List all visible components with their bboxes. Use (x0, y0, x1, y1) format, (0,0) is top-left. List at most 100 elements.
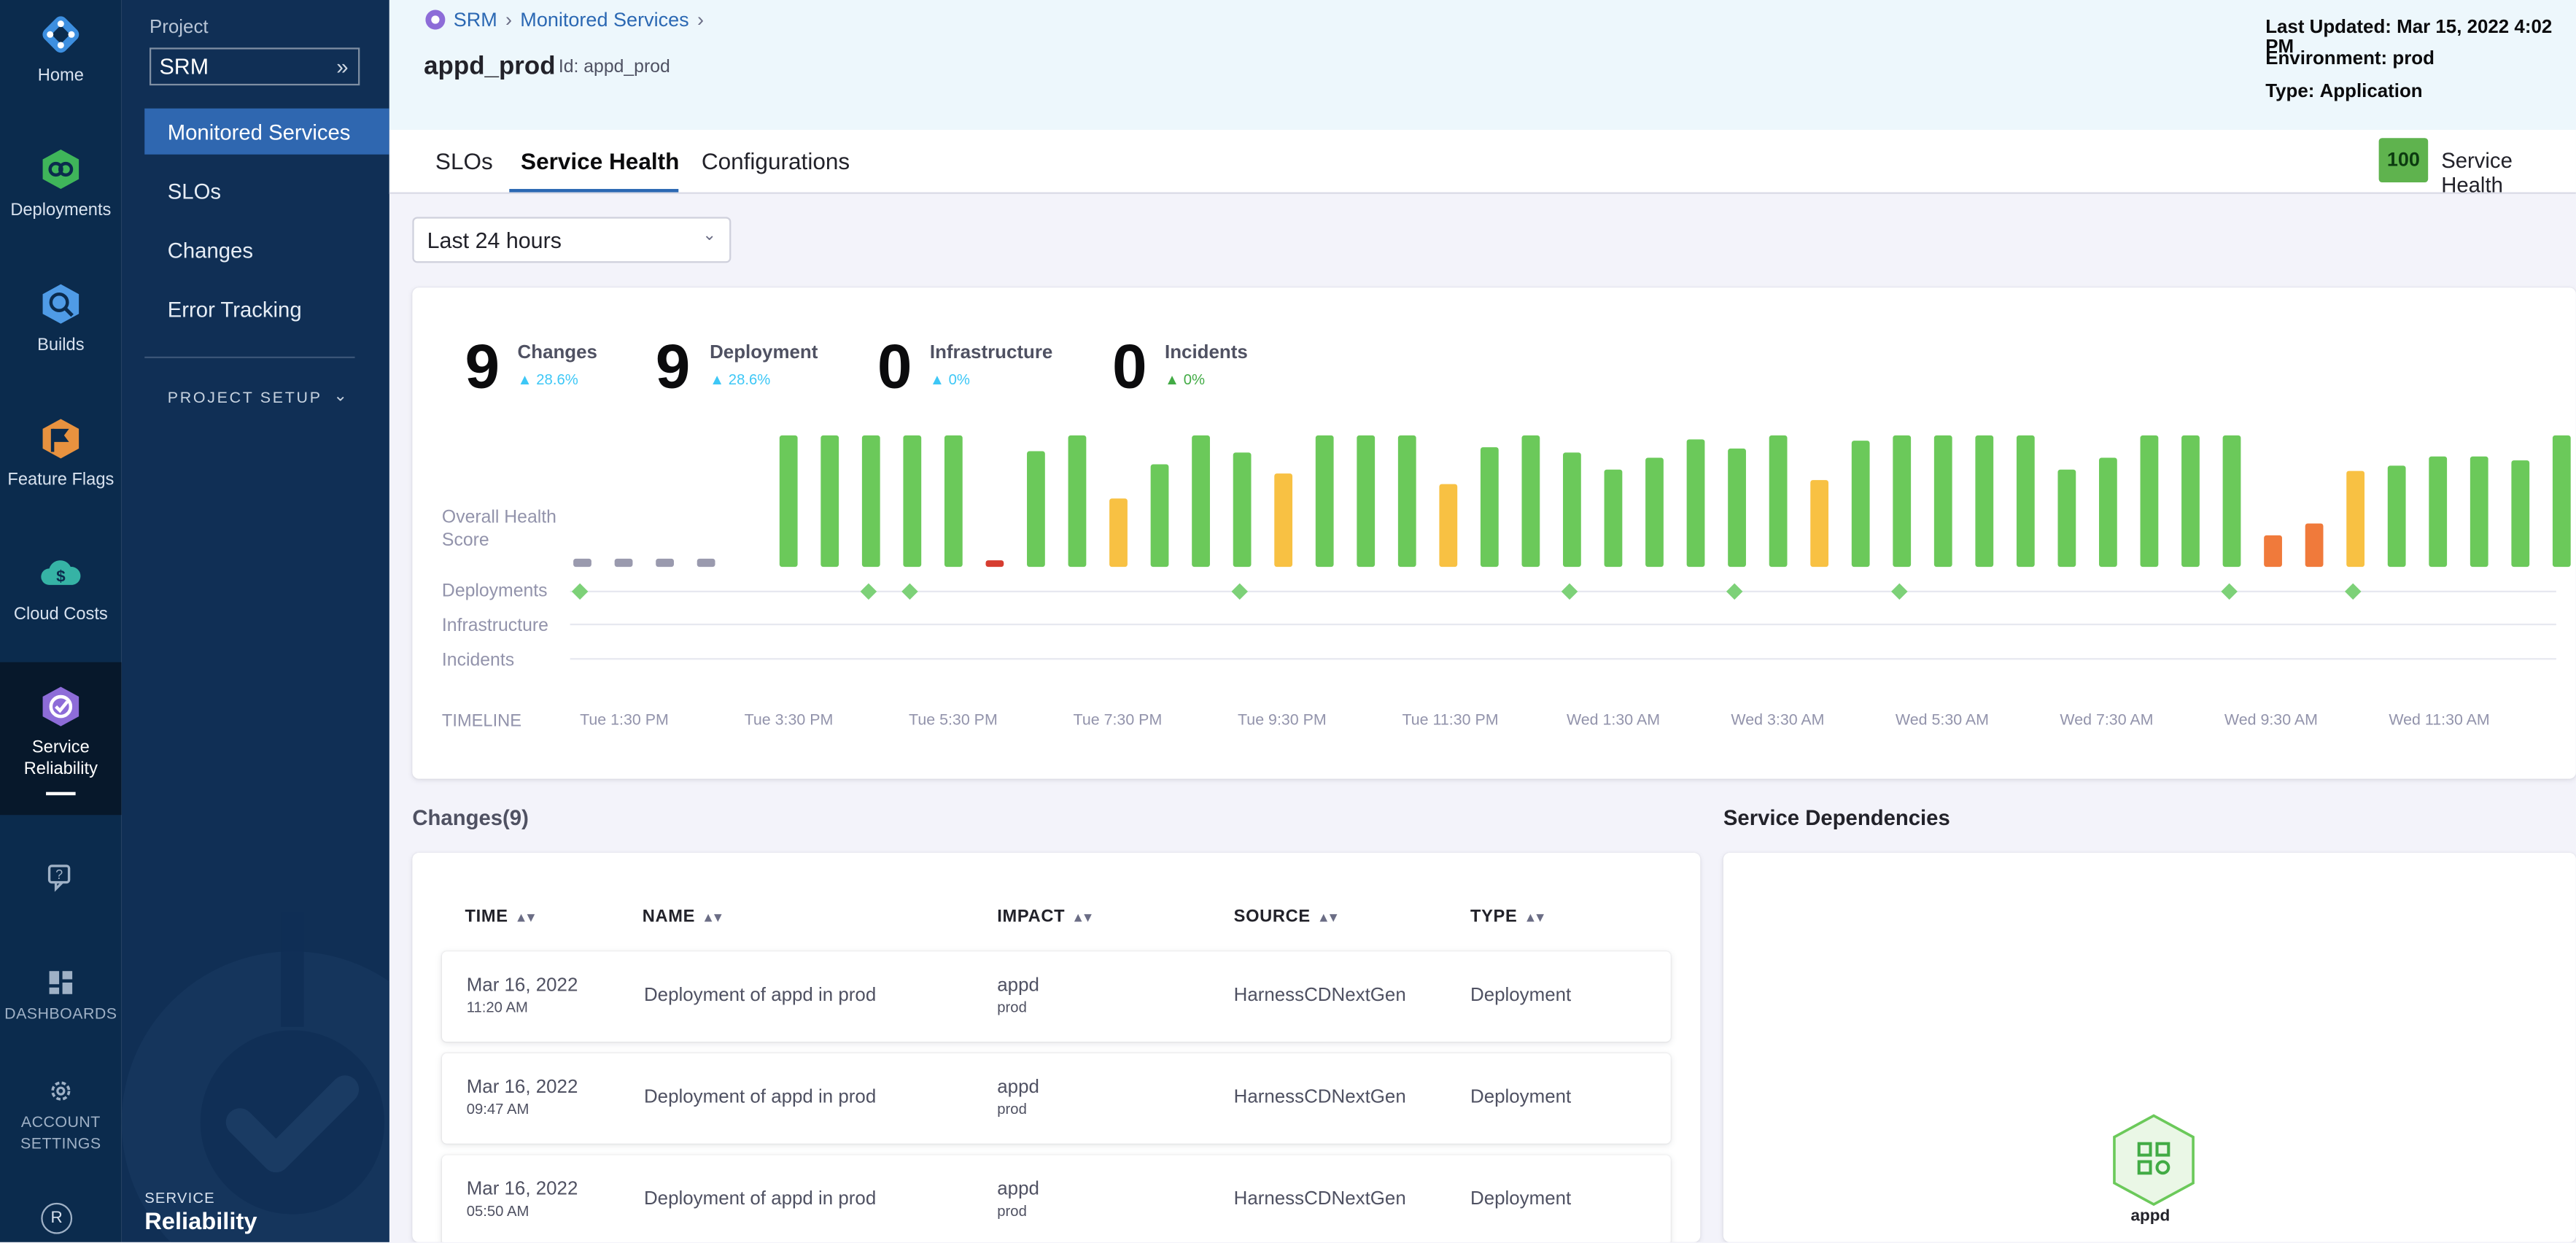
sidebar-item-monitored-services[interactable]: Monitored Services (144, 108, 389, 155)
health-score-bar[interactable] (2016, 435, 2035, 568)
nav-cloud-costs[interactable]: $ Cloud Costs (0, 551, 122, 633)
chevron-down-icon[interactable]: ⌄ (333, 387, 348, 406)
column-header-impact[interactable]: IMPACT ▲▼ (997, 907, 1094, 926)
avatar[interactable]: R (41, 1202, 73, 1234)
deployment-marker[interactable] (901, 583, 918, 600)
column-header-type[interactable]: TYPE ▲▼ (1470, 907, 1547, 926)
health-score-bar[interactable] (2305, 523, 2324, 568)
tab-service-health[interactable]: Service Health (521, 147, 680, 174)
column-header-source[interactable]: SOURCE ▲▼ (1233, 907, 1340, 927)
health-score-bar[interactable] (656, 558, 674, 568)
deployment-marker[interactable] (1726, 583, 1743, 600)
health-score-bar[interactable] (1274, 473, 1293, 568)
health-score-bar[interactable] (2222, 435, 2241, 568)
nav-builds[interactable]: Builds (0, 281, 122, 363)
health-score-bar[interactable] (1769, 435, 1788, 568)
double-chevron-right-icon: » (336, 54, 349, 80)
table-row[interactable]: Mar 16, 2022 05:50 AM Deployment of appd… (441, 1155, 1671, 1242)
table-row[interactable]: Mar 16, 2022 09:47 AM Deployment of appd… (441, 1053, 1671, 1144)
health-score-bar[interactable] (1686, 439, 1705, 568)
sidebar-item-label: Monitored Services (167, 120, 351, 145)
health-score-bar[interactable] (2387, 465, 2406, 568)
health-score-bar[interactable] (2140, 435, 2159, 568)
nav-dashboards[interactable]: DASHBOARDS (0, 969, 122, 1026)
health-score-bar[interactable] (1109, 498, 1128, 568)
project-setup-toggle[interactable]: PROJECT SETUP (167, 389, 322, 408)
sidebar-item-changes[interactable]: Changes (144, 227, 389, 273)
health-score-bar[interactable] (697, 558, 715, 568)
health-score-bar[interactable] (573, 558, 591, 568)
health-score-bar[interactable] (944, 435, 963, 568)
deployment-marker[interactable] (1561, 583, 1578, 600)
column-header-time[interactable]: TIME ▲▼ (465, 907, 537, 926)
health-score-bar[interactable] (2511, 460, 2530, 568)
health-score-bar[interactable] (779, 435, 798, 568)
tab-configurations[interactable]: Configurations (701, 147, 850, 174)
health-score-bar[interactable] (2346, 471, 2365, 568)
health-score-bar[interactable] (2099, 457, 2117, 568)
health-score-bar[interactable] (1192, 435, 1210, 568)
column-header-name[interactable]: NAME ▲▼ (643, 907, 724, 926)
page-title: appd_prod (424, 53, 556, 81)
health-score-bar[interactable] (2264, 535, 2282, 568)
table-row[interactable]: Mar 16, 2022 11:20 AM Deployment of appd… (441, 951, 1671, 1042)
health-score-bar[interactable] (1357, 435, 1376, 568)
nav-home[interactable]: Home (0, 12, 122, 94)
health-score-bar[interactable] (1975, 435, 1994, 568)
service-node[interactable] (2109, 1112, 2198, 1208)
type-value: Application (2319, 82, 2423, 102)
health-score-bar[interactable] (1521, 435, 1540, 568)
deployment-marker[interactable] (571, 583, 589, 600)
deployment-marker[interactable] (1891, 583, 1908, 600)
health-score-bar[interactable] (1233, 452, 1252, 568)
sidebar-item-slos[interactable]: SLOs (144, 168, 389, 214)
deployment-marker[interactable] (1231, 583, 1248, 600)
nav-service-reliability[interactable]: Service Reliability (0, 662, 122, 816)
deployment-marker[interactable] (2221, 583, 2238, 600)
health-score-bar[interactable] (1728, 448, 1746, 568)
health-score-bar[interactable] (1563, 452, 1581, 568)
nav-account-settings[interactable]: ACCOUNT SETTINGS (0, 1078, 122, 1153)
health-score-bar[interactable] (820, 435, 839, 568)
column-header-label: SOURCE (1233, 907, 1311, 927)
page-header: SRM › Monitored Services › appd_prod Id:… (389, 0, 2576, 130)
health-score-bar[interactable] (1480, 447, 1499, 568)
health-score-bar[interactable] (2429, 456, 2448, 568)
health-score-bar[interactable] (861, 435, 880, 568)
health-score-bar[interactable] (1893, 435, 1912, 568)
health-score-bar[interactable] (2470, 456, 2488, 568)
nav-help[interactable]: ? (0, 863, 122, 902)
time-range-dropdown[interactable]: Last 24 hours ⌄ (412, 217, 732, 263)
breadcrumb-monitored-services[interactable]: Monitored Services (520, 8, 689, 31)
tab-slos[interactable]: SLOs (435, 147, 493, 174)
deployment-marker[interactable] (2344, 583, 2362, 600)
deployment-marker[interactable] (860, 583, 877, 600)
sidebar-item-error-tracking[interactable]: Error Tracking (144, 286, 389, 332)
health-score-bar[interactable] (1933, 435, 1952, 568)
cell-impact: appd (997, 975, 1039, 996)
health-score-bar[interactable] (1315, 435, 1334, 568)
health-score-bar[interactable] (1397, 435, 1416, 568)
health-score-bar[interactable] (2057, 469, 2076, 568)
nav-deployments[interactable]: Deployments (0, 146, 122, 228)
srm-project-icon (425, 9, 446, 30)
health-score-bar[interactable] (1645, 457, 1664, 568)
health-score-bar[interactable] (1027, 451, 1045, 568)
nav-feature-flags[interactable]: Feature Flags (0, 416, 122, 498)
health-score-bar[interactable] (1068, 435, 1087, 568)
active-underline (46, 791, 76, 796)
health-score-bar[interactable] (2181, 435, 2200, 568)
breadcrumb-srm[interactable]: SRM (453, 8, 497, 31)
cell-time: 11:20 AM (466, 999, 528, 1016)
health-score-bar[interactable] (985, 560, 1004, 568)
health-score-bar[interactable] (614, 558, 633, 568)
health-score-bar[interactable] (903, 435, 922, 568)
health-score-bar[interactable] (1604, 469, 1623, 568)
project-selector[interactable]: SRM » (149, 47, 360, 86)
health-score-bar[interactable] (2552, 435, 2571, 568)
health-score-bar[interactable] (1439, 484, 1458, 568)
health-score-bar[interactable] (1851, 441, 1870, 568)
timeline-tick-label: Wed 5:30 AM (1895, 711, 1990, 730)
health-score-bar[interactable] (1810, 480, 1829, 568)
health-score-bar[interactable] (1150, 464, 1169, 568)
